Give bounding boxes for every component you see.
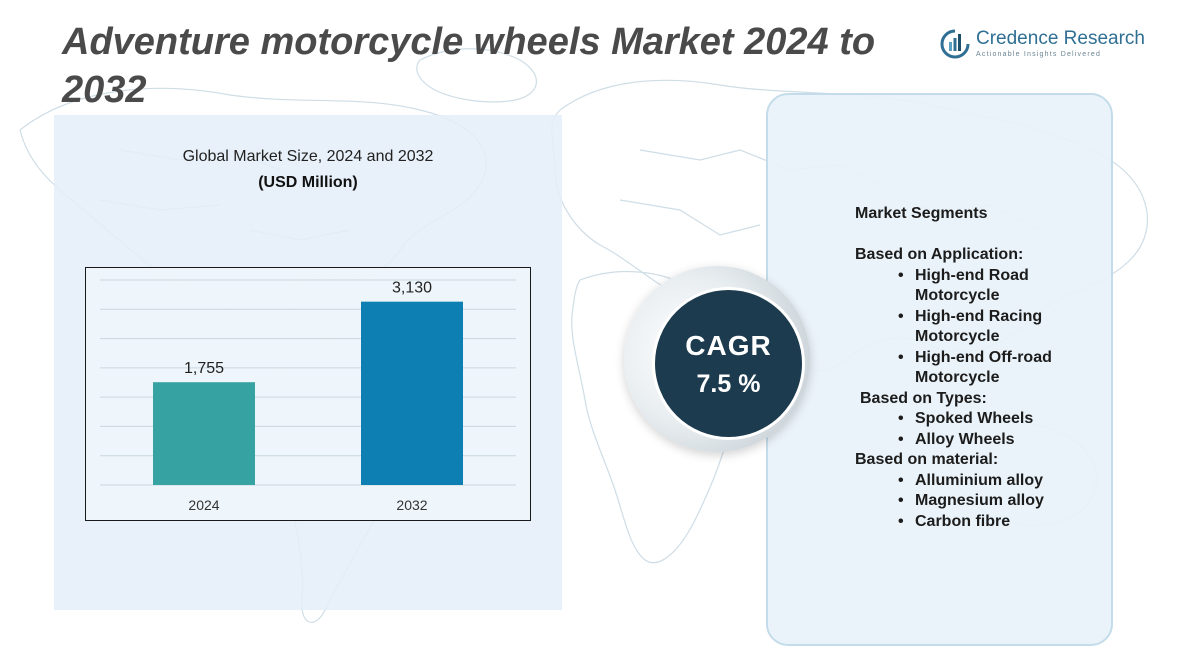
segment-item: • High-end Road Motorcycle — [855, 266, 1110, 307]
segment-item: • Spoked Wheels — [855, 409, 1110, 430]
bar-chart: 1,755 2024 3,130 2032 — [100, 279, 516, 513]
segment-item: • High-end Off-road Motorcycle — [855, 348, 1110, 389]
segment-item-label: Alluminium alloy — [915, 471, 1044, 489]
bullet-icon: • — [898, 471, 904, 489]
bullet-icon: • — [898, 266, 904, 284]
bullet-icon: • — [898, 410, 904, 427]
credence-logo-icon — [940, 29, 970, 58]
bullet-icon: • — [898, 512, 904, 530]
brand-logo: Credence Research Actionable Insights De… — [940, 28, 1145, 59]
plot-area: 1,755 2024 3,130 2032 — [85, 267, 531, 521]
segment-item: • Magnesium alloy — [855, 491, 1110, 512]
x-tick-label: 2032 — [396, 497, 427, 513]
bar-2032 — [361, 301, 463, 485]
segment-item: • High-end Racing Motorcycle — [855, 307, 1110, 348]
segment-group-label: Based on Types: — [860, 389, 987, 407]
segment-item-label: Carbon fibre — [915, 512, 1011, 530]
chart-title: Global Market Size, 2024 and 2032 — [182, 148, 434, 165]
logo-name: Credence Research — [976, 28, 1145, 49]
segment-item-label: High-end Off-road Motorcycle — [915, 348, 1052, 387]
bullet-icon: • — [898, 348, 904, 366]
segment-item-label: Alloy Wheels — [915, 430, 1015, 448]
bullet-icon: • — [898, 492, 904, 509]
market-segments-list: Market Segments Based on Application: • Hi… — [855, 204, 1110, 532]
segments-heading: Market Segments — [855, 205, 988, 222]
cagr-badge: CAGR 7.5 % — [652, 287, 805, 440]
segment-item: • Carbon fibre — [855, 512, 1110, 533]
bar-value-label: 1,755 — [184, 360, 224, 377]
segment-group-label: Based on Application: — [855, 246, 1024, 263]
segment-item-label: Spoked Wheels — [915, 410, 1034, 427]
bullet-icon: • — [898, 307, 904, 325]
segments-panel: Market Segments Based on Application: • Hi… — [766, 93, 1113, 646]
segment-group-label: Based on material: — [855, 451, 999, 468]
chart-panel: Global Market Size, 2024 and 2032 (USD M… — [54, 115, 562, 610]
bar-2024 — [153, 382, 255, 485]
bar-value-label: 3,130 — [392, 280, 432, 297]
bullet-icon: • — [898, 430, 904, 448]
logo-tagline: Actionable Insights Delivered — [976, 51, 1102, 58]
segment-item-label: High-end Road Motorcycle — [915, 266, 1029, 305]
page-title: Adventure motorcycle wheels Market 2024 … — [62, 21, 876, 111]
segment-item: • Alloy Wheels — [855, 430, 1110, 451]
chart-subtitle: (USD Million) — [258, 174, 358, 191]
x-tick-label: 2024 — [188, 497, 219, 513]
segment-item-label: Magnesium alloy — [915, 492, 1044, 509]
segment-item: • Alluminium alloy — [855, 471, 1110, 492]
cagr-label: CAGR — [685, 330, 772, 361]
segment-item-label: High-end Racing Motorcycle — [915, 307, 1043, 346]
cagr-value: 7.5 % — [696, 370, 761, 398]
